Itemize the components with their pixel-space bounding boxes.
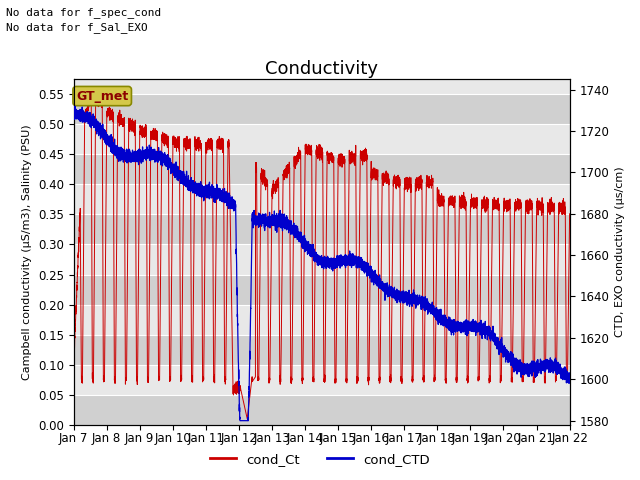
Bar <box>74 94 570 124</box>
Title: Conductivity: Conductivity <box>265 60 378 78</box>
Y-axis label: Campbell conductivity (µS/m3), Salinity (PSU): Campbell conductivity (µS/m3), Salinity … <box>22 124 33 380</box>
Bar <box>74 365 570 395</box>
Bar <box>74 124 570 155</box>
Bar <box>74 155 570 184</box>
Bar <box>74 184 570 215</box>
Text: No data for f_Sal_EXO: No data for f_Sal_EXO <box>6 22 148 33</box>
Bar <box>74 305 570 335</box>
Y-axis label: CTD, EXO conductivity (µs/cm): CTD, EXO conductivity (µs/cm) <box>615 167 625 337</box>
Bar <box>74 395 570 425</box>
Bar <box>74 275 570 305</box>
Bar <box>74 244 570 275</box>
Bar <box>74 335 570 365</box>
Text: No data for f_spec_cond: No data for f_spec_cond <box>6 7 162 18</box>
Text: GT_met: GT_met <box>76 90 129 103</box>
Bar <box>74 215 570 244</box>
Legend: cond_Ct, cond_CTD: cond_Ct, cond_CTD <box>204 447 436 471</box>
